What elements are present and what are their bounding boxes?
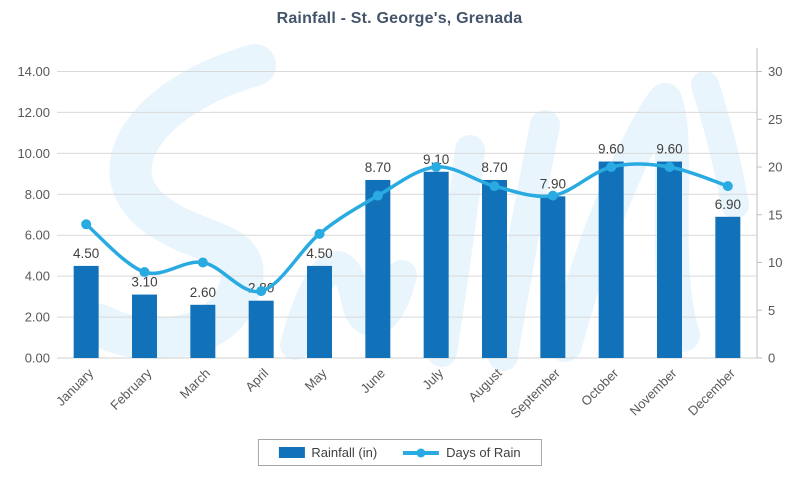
line-marker-december xyxy=(722,181,733,192)
left-axis-tick-label: 14.00 xyxy=(17,64,50,79)
legend-label: Days of Rain xyxy=(446,445,521,460)
left-axis-tick-label: 10.00 xyxy=(17,146,50,161)
left-axis-tick-label: 8.00 xyxy=(25,187,50,202)
x-axis-label-july: July xyxy=(419,365,446,392)
line-marker-october xyxy=(606,162,617,172)
line-marker-november xyxy=(664,162,675,172)
x-axis-label-june: June xyxy=(357,366,388,397)
right-axis-tick-label: 15 xyxy=(768,207,782,222)
bar-november xyxy=(657,161,682,358)
right-axis-tick-label: 5 xyxy=(768,303,775,318)
bar-september xyxy=(540,196,566,358)
x-axis-label-december: December xyxy=(685,365,738,418)
legend-item-rainfall-in: Rainfall (in) xyxy=(278,445,377,460)
left-axis-tick-label: 0.00 xyxy=(25,351,50,366)
line-marker-march xyxy=(197,257,208,268)
right-axis-tick-label: 30 xyxy=(768,64,782,79)
gridlines xyxy=(57,71,757,359)
watermark-stroke-icon xyxy=(79,44,276,360)
x-axis-label-may: May xyxy=(302,365,330,393)
x-axis-label-april: April xyxy=(242,365,271,394)
line-series-days-of-rain xyxy=(81,162,733,297)
chart-legend: Rainfall (in) Days of Rain xyxy=(257,439,542,466)
chart-title: Rainfall - St. George's, Grenada xyxy=(276,10,523,27)
x-axis-label-august: August xyxy=(465,365,504,404)
legend-line-marker-icon xyxy=(403,448,440,457)
bar-data-label: 9.60 xyxy=(656,142,682,157)
left-axis-tick-label: 4.00 xyxy=(25,269,50,284)
bar-data-label: 8.70 xyxy=(365,160,391,175)
x-axis-label-march: March xyxy=(177,366,213,402)
x-axis-label-september: September xyxy=(507,365,563,421)
bar-december xyxy=(715,216,741,358)
bar-data-label: 3.10 xyxy=(131,275,157,290)
line-marker-may xyxy=(314,228,325,239)
right-axis-tick-label: 0 xyxy=(768,351,775,366)
bar-data-label: 2.60 xyxy=(190,285,216,300)
legend-item-days-of-rain: Days of Rain xyxy=(403,445,521,460)
bar-april xyxy=(248,300,274,358)
bar-data-label: 6.90 xyxy=(715,197,741,212)
left-axis-tick-label: 6.00 xyxy=(25,228,50,243)
legend-label: Rainfall (in) xyxy=(311,445,378,460)
bar-data-label: 4.50 xyxy=(73,246,99,261)
bar-june xyxy=(365,179,391,358)
left-axis-tick-label: 12.00 xyxy=(17,105,50,120)
bar-march xyxy=(190,304,216,358)
left-axis: 0.00 2.00 4.00 6.00 8.00 10.00 12.00 14.00 xyxy=(17,64,50,366)
bar-october xyxy=(598,161,624,358)
left-axis-tick-label: 2.00 xyxy=(25,310,50,325)
line-marker-september xyxy=(547,190,558,201)
bar-data-label: 9.60 xyxy=(598,142,624,157)
bar-february xyxy=(132,294,157,358)
bar-data-label: 7.90 xyxy=(540,176,566,191)
bar-data-label: 4.50 xyxy=(306,246,332,261)
legend-bar-swatch-icon xyxy=(278,447,305,458)
bar-may xyxy=(307,265,332,358)
bar-data-label: 8.70 xyxy=(481,160,507,175)
line-marker-january xyxy=(81,219,92,230)
line-marker-february xyxy=(139,267,150,278)
bar-series-rainfall: 4.503.102.602.804.508.709.108.707.909.60… xyxy=(73,142,741,358)
x-axis-label-january: January xyxy=(53,365,97,409)
right-axis: 0 5 10 15 20 25 30 xyxy=(756,48,782,366)
bar-july xyxy=(423,171,449,358)
line-marker-june xyxy=(372,190,383,201)
x-axis-label-november: November xyxy=(627,365,680,418)
watermark-stroke-icon xyxy=(691,71,749,219)
x-axis-label-october: October xyxy=(578,365,622,409)
right-axis-tick-label: 25 xyxy=(768,112,782,127)
watermark-stroke-icon xyxy=(488,110,560,371)
right-axis-tick-label: 20 xyxy=(768,160,782,175)
line-marker-august xyxy=(489,181,500,192)
bar-january xyxy=(73,265,99,358)
bar-august xyxy=(482,179,507,358)
right-axis-tick-label: 10 xyxy=(768,255,782,270)
line-marker-april xyxy=(256,286,267,297)
x-axis-labels: January February March April May June July Augu… xyxy=(53,365,738,421)
x-axis-label-february: February xyxy=(107,365,155,413)
bar-data-label: 9.10 xyxy=(423,152,449,167)
line-marker-july xyxy=(431,162,442,172)
